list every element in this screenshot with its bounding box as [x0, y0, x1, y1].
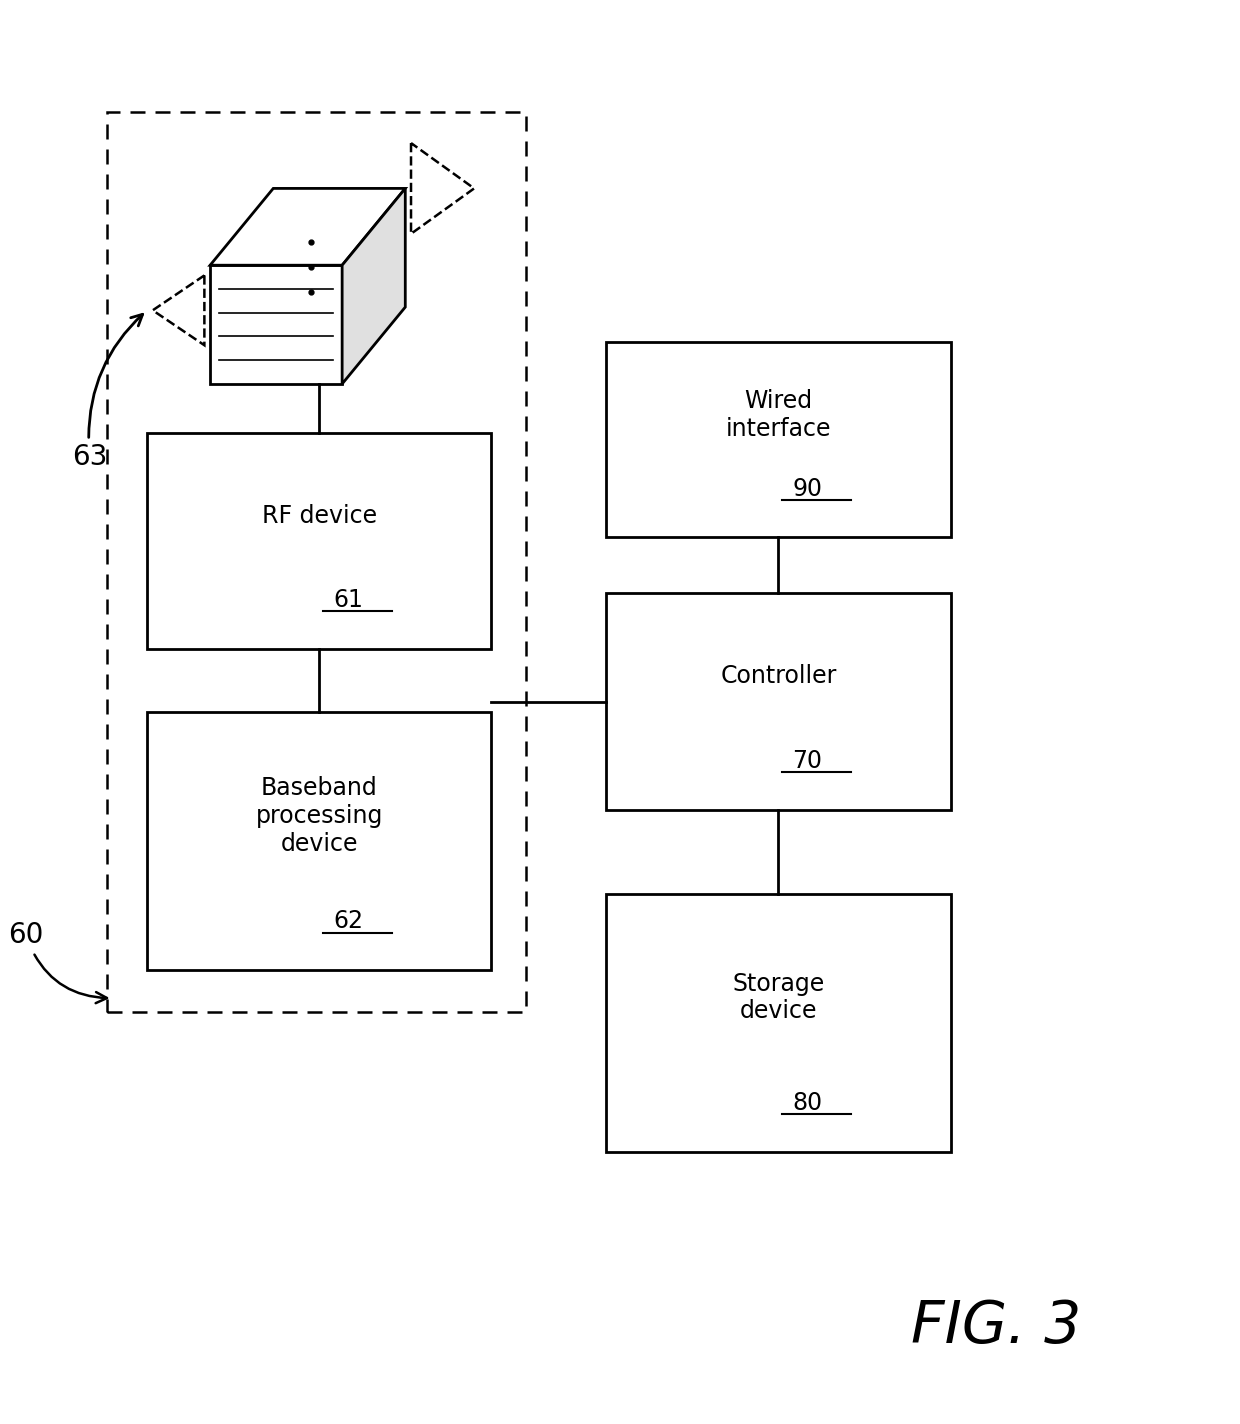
Text: Wired
interface: Wired interface	[725, 389, 831, 440]
Text: 63: 63	[72, 315, 143, 471]
Text: FIG. 3: FIG. 3	[911, 1297, 1081, 1354]
Text: Controller: Controller	[720, 665, 837, 688]
Bar	[606, 594, 951, 810]
Polygon shape	[210, 188, 405, 265]
Text: RF device: RF device	[262, 504, 377, 528]
Text: 62: 62	[332, 910, 363, 934]
Text: Baseband
processing
device: Baseband processing device	[255, 776, 383, 856]
Text: Storage
device: Storage device	[733, 971, 825, 1024]
Text: 90: 90	[792, 477, 822, 501]
Text: 61: 61	[334, 588, 363, 612]
Polygon shape	[342, 188, 405, 384]
Text: 60: 60	[9, 921, 107, 1002]
Bar	[107, 111, 526, 1012]
Bar	[606, 893, 951, 1152]
Bar	[148, 712, 491, 970]
Polygon shape	[210, 265, 342, 384]
Bar	[148, 433, 491, 649]
Bar	[606, 342, 951, 537]
Text: 70: 70	[792, 749, 822, 773]
Text: 80: 80	[792, 1091, 822, 1115]
